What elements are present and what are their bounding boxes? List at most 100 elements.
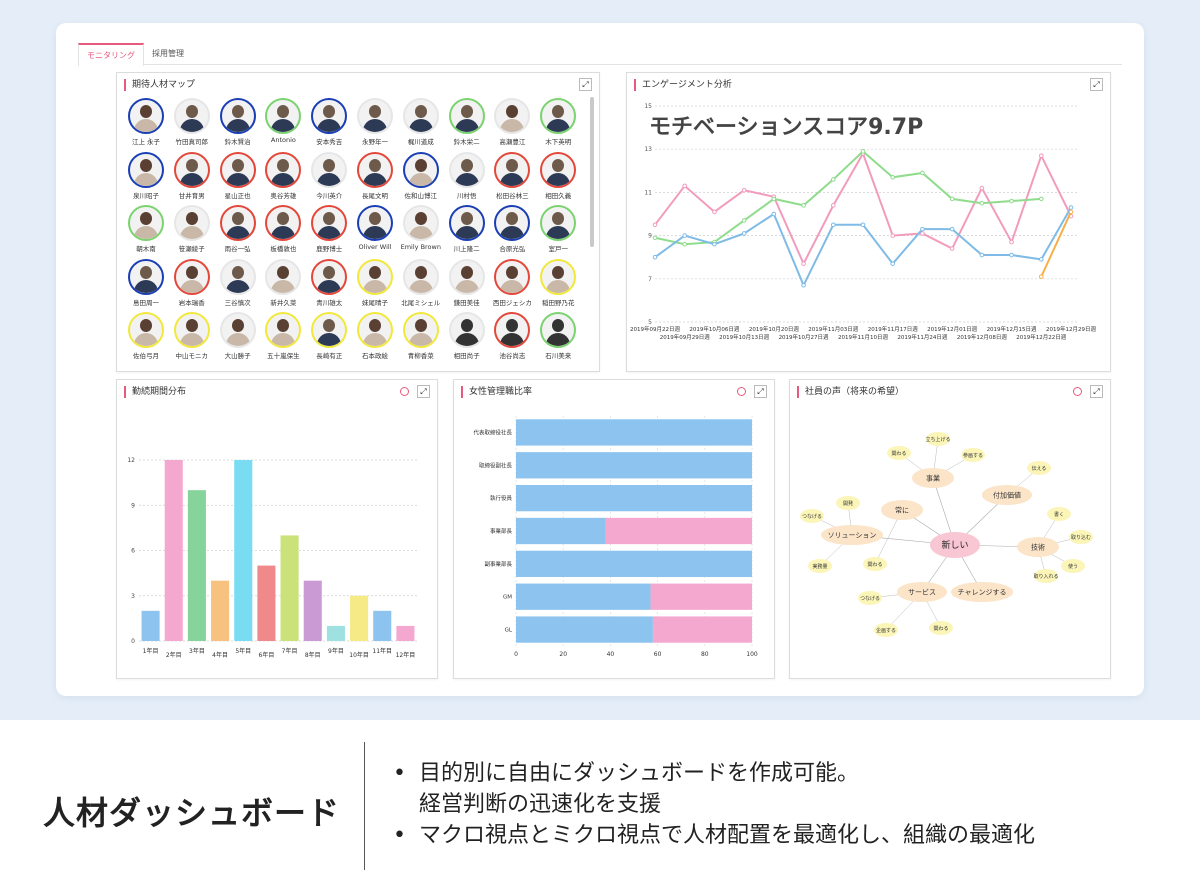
tenure-bar-chart: 0 3 6 9 12 1年目 2年目 3年目 4年目 5年目 6年目 7年目 8年目 9年目 10年目11年… [127, 457, 417, 659]
word-node-bubble [1061, 559, 1085, 573]
avatar-head [323, 265, 336, 279]
x-tick-label: 2019年12月08日週 [957, 333, 1007, 341]
person-name: 妹尾晴子 [362, 298, 388, 307]
person-card[interactable]: 石本政絵 [352, 312, 398, 360]
person-card[interactable]: 川村悟 [444, 151, 490, 200]
person-card[interactable]: 西田ジェシカ [489, 258, 535, 307]
person-card[interactable]: 奥谷芳雄 [260, 151, 306, 200]
avatar-body [363, 226, 387, 239]
data-point [830, 177, 836, 182]
avatar-head [185, 265, 198, 279]
word-node-label: 立ち上げる [925, 436, 950, 443]
person-card[interactable]: 鈴木栄二 [444, 98, 490, 146]
expand-icon[interactable]: ⤢ [1090, 385, 1103, 398]
person-card[interactable]: 石川美来 [535, 312, 581, 360]
expand-icon[interactable]: ⤢ [579, 78, 592, 91]
tab-monitoring[interactable]: モニタリング [78, 43, 144, 66]
person-card[interactable]: 甘井育男 [169, 151, 215, 200]
bar [396, 625, 415, 641]
person-card[interactable]: 島田周一 [123, 258, 169, 307]
word-node-label: 関わる [933, 625, 948, 632]
person-card[interactable]: 岩本瑞香 [169, 258, 215, 307]
y-tick-label: 執行役員 [490, 494, 513, 502]
person-card[interactable]: 永野年一 [352, 98, 398, 146]
person-card[interactable]: 室戸一 [535, 205, 581, 253]
person-card[interactable]: 大山勝子 [215, 312, 261, 360]
avatar-head [185, 105, 198, 118]
person-card[interactable]: 朝木南 [123, 205, 169, 253]
person-card[interactable]: 佐伯弓月 [123, 312, 169, 360]
expand-icon[interactable]: ⤢ [754, 385, 767, 398]
person-card[interactable]: Emily Brown [398, 205, 444, 251]
expand-icon[interactable]: ⤢ [417, 385, 430, 398]
person-card[interactable]: 相田久義 [535, 151, 581, 200]
person-card[interactable]: 青川雄太 [306, 258, 352, 307]
person-card[interactable]: 板橋敦也 [260, 205, 306, 253]
person-card[interactable]: 合原光弘 [489, 205, 535, 253]
tab-recruitment[interactable]: 採用管理 [152, 49, 184, 58]
avatar-head [277, 212, 290, 225]
avatar-body [317, 226, 342, 239]
person-name: 相田尚子 [453, 352, 480, 360]
person-card[interactable]: 新井久菜 [260, 258, 306, 307]
x-tick-label: 1年目 [143, 647, 159, 655]
person-card[interactable]: 笹瀬綾子 [169, 205, 215, 253]
person-card[interactable]: Antonio [260, 98, 306, 144]
avatar-head [323, 158, 336, 172]
person-card[interactable]: 梶川道成 [398, 98, 444, 146]
person-card[interactable]: 青柳香菜 [398, 312, 444, 360]
person-card[interactable]: 安本秀吉 [306, 98, 352, 146]
data-point [979, 200, 985, 206]
data-point [830, 222, 836, 228]
avatar [357, 205, 393, 241]
person-card[interactable]: 竹田真司郎 [169, 98, 215, 146]
avatar [173, 205, 210, 241]
person-card[interactable]: 松田谷林三 [489, 151, 535, 200]
word-node-bubble [1034, 569, 1058, 583]
person-card[interactable]: 長尾文明 [352, 151, 398, 200]
person-card[interactable]: 中山モニカ [169, 312, 215, 360]
person-card[interactable]: 稲田野乃花 [535, 258, 581, 307]
y-tick-label: 9 [648, 233, 652, 240]
person-card[interactable]: 池谷尚志 [489, 312, 535, 360]
person-card[interactable]: 雨谷一弘 [215, 205, 261, 253]
person-card[interactable]: 鹿野博士 [306, 205, 352, 253]
avatar [311, 258, 348, 295]
bar-segment [516, 419, 752, 446]
person-name: 朝木南 [136, 245, 156, 253]
person-card[interactable]: 相田尚子 [444, 312, 490, 360]
person-card[interactable]: 今川英介 [306, 151, 352, 200]
expand-icon[interactable]: ⤢ [1090, 78, 1103, 91]
person-card[interactable]: 高瀬豊江 [489, 98, 535, 146]
person-card[interactable]: 星山正也 [215, 151, 261, 200]
person-card[interactable]: 妹尾晴子 [352, 258, 398, 307]
person-card[interactable]: 五十嵐保生 [260, 312, 306, 360]
person-card[interactable]: 鈴木賢治 [215, 98, 261, 146]
person-card[interactable]: 三谷慎次 [215, 258, 261, 307]
scrollbar[interactable] [590, 97, 594, 247]
word-node-bubble [863, 557, 887, 571]
person-card[interactable]: 泉川昭子 [123, 151, 169, 200]
caption-title: 人材ダッシュボード [43, 794, 341, 832]
avatar-body [454, 226, 479, 239]
avatar [219, 258, 256, 295]
avatar [265, 312, 302, 348]
data-point [949, 196, 955, 202]
data-point [682, 241, 688, 247]
person-name: 西田ジェシカ [492, 298, 532, 307]
person-card[interactable]: 北尾ミシェル [398, 258, 444, 307]
person-card[interactable]: Oliver Will [352, 205, 398, 251]
person-card[interactable]: 長崎有正 [306, 312, 352, 360]
avatar-head [506, 158, 519, 172]
avatar-body [134, 333, 158, 346]
bar [187, 490, 206, 641]
person-card[interactable]: 川上隆二 [444, 205, 490, 253]
person-card[interactable]: 木下英明 [535, 98, 581, 146]
engagement-title: エンゲージメント分析 [634, 79, 732, 91]
person-card[interactable]: 江上 永子 [123, 98, 169, 146]
person-card[interactable]: 鎌田美佳 [444, 258, 490, 307]
x-tick-label: 9年目 [328, 647, 344, 655]
data-point [1009, 198, 1014, 204]
person-card[interactable]: 佐和山博江 [398, 151, 444, 200]
